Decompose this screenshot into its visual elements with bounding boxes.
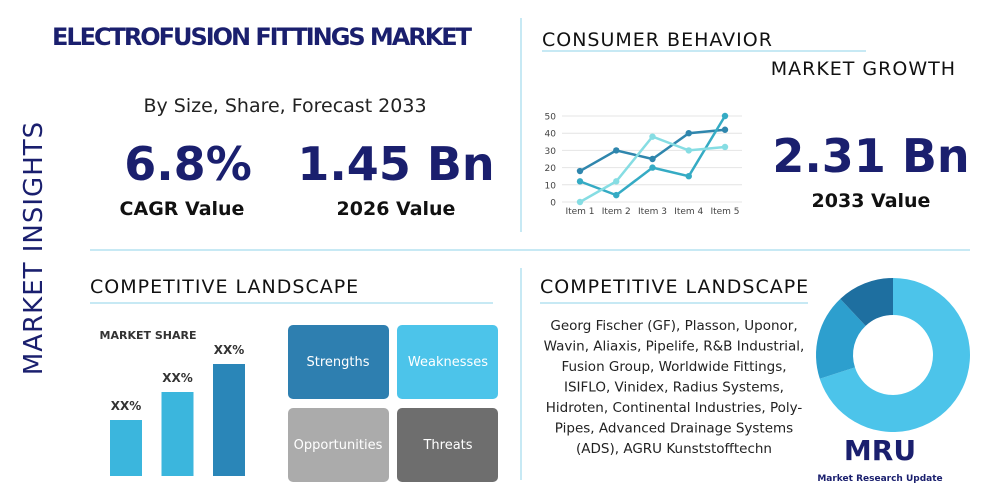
swot-box — [397, 325, 498, 399]
bar — [110, 420, 142, 476]
stat-label: 2026 Value — [337, 198, 456, 220]
swot-label: Weaknesses — [408, 355, 488, 370]
x-tick-label: Item 3 — [638, 207, 667, 217]
stat-value: 1.45 Bn — [297, 137, 494, 191]
point — [721, 126, 729, 133]
point — [649, 133, 656, 140]
bar — [161, 392, 194, 476]
company-line: Pipes, Advanced Drainage Systems — [555, 421, 793, 437]
swot-label: Strengths — [306, 355, 369, 370]
company-line: Fusion Group, Worldwide Fittings, — [561, 359, 786, 375]
point — [721, 143, 729, 151]
section-title: CONSUMER BEHAVIOR — [542, 29, 773, 51]
logo-name: Market Research Update — [817, 474, 942, 484]
company-line: (ADS), AGRU Kunststofftechn — [576, 441, 772, 457]
y-tick-label: 20 — [545, 164, 557, 174]
y-tick-label: 10 — [545, 181, 557, 191]
company-line: Georg Fischer (GF), Plasson, Uponor, — [550, 318, 797, 334]
bar-label: XX% — [111, 399, 142, 413]
stat-value: 6.8% — [124, 137, 252, 191]
bar-title: MARKET SHARE — [100, 329, 197, 342]
donut-segment — [840, 278, 893, 326]
point — [576, 178, 584, 185]
point — [685, 147, 692, 154]
bar-label: XX% — [214, 343, 245, 357]
point — [721, 112, 729, 120]
swot-box — [288, 408, 389, 482]
point — [613, 147, 620, 154]
point — [613, 178, 620, 185]
point — [685, 173, 692, 180]
section-title: MARKET GROWTH — [771, 58, 956, 80]
x-tick-label: Item 5 — [710, 207, 739, 217]
section-title: COMPETITIVE LANDSCAPE — [540, 276, 809, 298]
company-line: ISIFLO, Vinidex, Radius Systems, — [564, 380, 784, 396]
stat-value: 2.31 Bn — [772, 129, 969, 183]
stat-label: 2033 Value — [812, 190, 931, 212]
stat-label: CAGR Value — [120, 198, 245, 220]
point — [649, 164, 656, 171]
swot-label: Threats — [422, 438, 472, 453]
y-tick-label: 0 — [550, 199, 556, 209]
point — [576, 198, 584, 206]
x-tick-label: Item 2 — [602, 207, 631, 217]
point — [649, 155, 656, 163]
title: ELECTROFUSION FITTINGS MARKET — [52, 23, 473, 51]
donut-segment — [819, 278, 970, 432]
swot-box — [288, 325, 389, 399]
y-tick-label: 50 — [545, 113, 557, 123]
company-line: Hidroten, Continental Industries, Poly- — [546, 400, 803, 416]
y-tick-label: 30 — [545, 147, 557, 157]
x-tick-label: Item 4 — [674, 207, 703, 217]
logo-mark: MRU — [844, 434, 916, 467]
swot-box — [397, 408, 498, 482]
bar — [213, 364, 245, 476]
side-label: MARKET INSIGHTS — [19, 121, 49, 375]
company-line: Wavin, Aliaxis, Pipelife, R&B Industrial… — [544, 339, 805, 355]
point — [685, 130, 692, 137]
x-tick-label: Item 1 — [565, 207, 594, 217]
swot-label: Opportunities — [294, 438, 383, 453]
donut-segment — [816, 298, 866, 379]
point — [576, 167, 584, 175]
point — [613, 191, 620, 199]
y-tick-label: 40 — [545, 130, 557, 140]
section-title: COMPETITIVE LANDSCAPE — [90, 276, 359, 298]
subtitle: By Size, Share, Forecast 2033 — [143, 95, 426, 117]
bar-label: XX% — [162, 371, 193, 385]
